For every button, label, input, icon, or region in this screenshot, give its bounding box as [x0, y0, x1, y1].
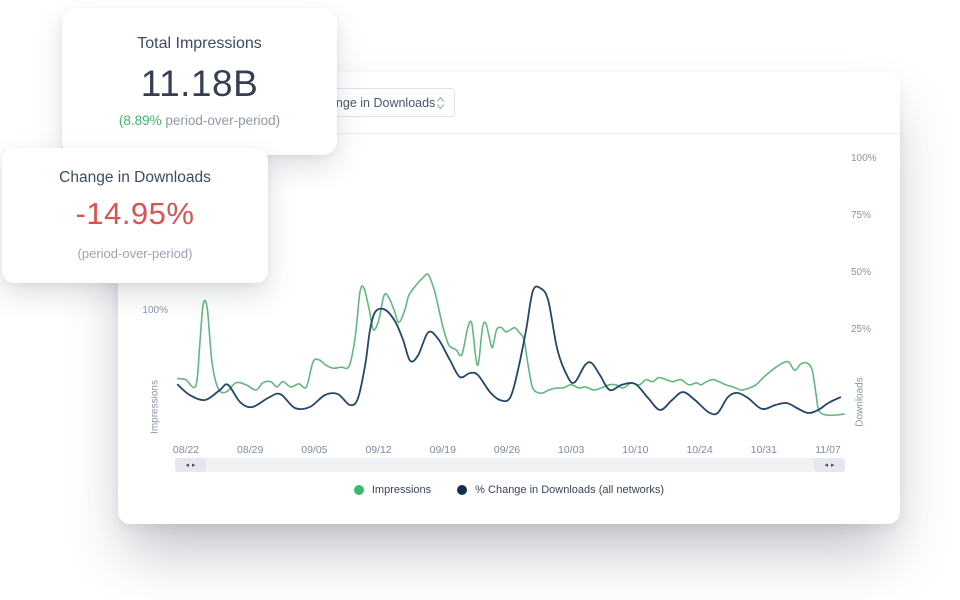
- legend-dot-icon: [457, 485, 468, 495]
- right-axis-title: Downloads: [854, 377, 866, 427]
- change-downloads-card: Change in Downloads -14.95% (period-over…: [2, 148, 268, 283]
- x-axis-label: 09/05: [301, 444, 328, 456]
- metric-select-value: Change in Downloads: [313, 95, 436, 110]
- x-axis-label: 11/07: [815, 444, 841, 456]
- x-axis-label: 10/31: [750, 444, 777, 456]
- arrow-left-icon: ◂: [185, 461, 189, 469]
- x-axis-label: 09/26: [493, 444, 521, 456]
- select-updown-icon: [436, 96, 445, 109]
- arrow-right-icon: ▸: [192, 461, 196, 469]
- chart-plot[interactable]: [118, 72, 900, 524]
- x-axis-label: 10/24: [686, 444, 713, 456]
- total-impressions-caption: (8.89% period-over-period): [62, 112, 337, 129]
- legend-label: Impressions: [371, 484, 432, 496]
- x-axis-label: 10/10: [622, 444, 649, 456]
- header-divider: [118, 133, 900, 134]
- left-axis-tick: 100%: [142, 305, 168, 316]
- x-axis-label: 10/03: [558, 444, 585, 456]
- total-impressions-caption-rest: period-over-period): [161, 113, 281, 128]
- downloads-line: [176, 285, 842, 416]
- legend-dot-icon: [353, 485, 364, 495]
- right-axis-tick: 100%: [851, 153, 877, 164]
- right-axis-tick: 25%: [851, 324, 872, 335]
- scroll-left-button[interactable]: ◂ ▸: [175, 458, 206, 472]
- change-downloads-caption: (period-over-period): [77, 246, 193, 261]
- x-axis-label: 08/29: [237, 444, 264, 456]
- total-impressions-value: 11.18B: [140, 63, 259, 104]
- chart-scrollbar[interactable]: ◂ ▸ ◂ ▸: [175, 458, 845, 472]
- scroll-right-button[interactable]: ◂ ▸: [814, 458, 845, 472]
- x-axis-label: 08/22: [172, 444, 200, 456]
- arrow-right-icon: ▸: [831, 461, 835, 469]
- chart-legend: Impressions % Change in Downloads (all ne…: [118, 484, 900, 496]
- total-impressions-card: Total Impressions 11.18B (8.89% period-o…: [62, 8, 337, 155]
- legend-item[interactable]: Impressions: [353, 484, 432, 496]
- x-axis-label: 09/19: [429, 444, 456, 456]
- right-axis-tick: 75%: [851, 210, 872, 221]
- legend-item[interactable]: % Change in Downloads (all networks): [457, 484, 664, 496]
- x-axis-label: 09/12: [365, 444, 392, 456]
- total-impressions-delta: (8.89%: [118, 113, 162, 128]
- total-impressions-title: Total Impressions: [137, 35, 262, 52]
- right-axis-tick: 50%: [851, 267, 872, 278]
- left-axis-title: Impressions: [149, 380, 161, 434]
- change-downloads-title: Change in Downloads: [59, 169, 211, 186]
- legend-label: % Change in Downloads (all networks): [475, 484, 665, 496]
- change-downloads-value: -14.95%: [75, 196, 195, 231]
- arrow-left-icon: ◂: [824, 461, 828, 469]
- impressions-line: [176, 273, 846, 417]
